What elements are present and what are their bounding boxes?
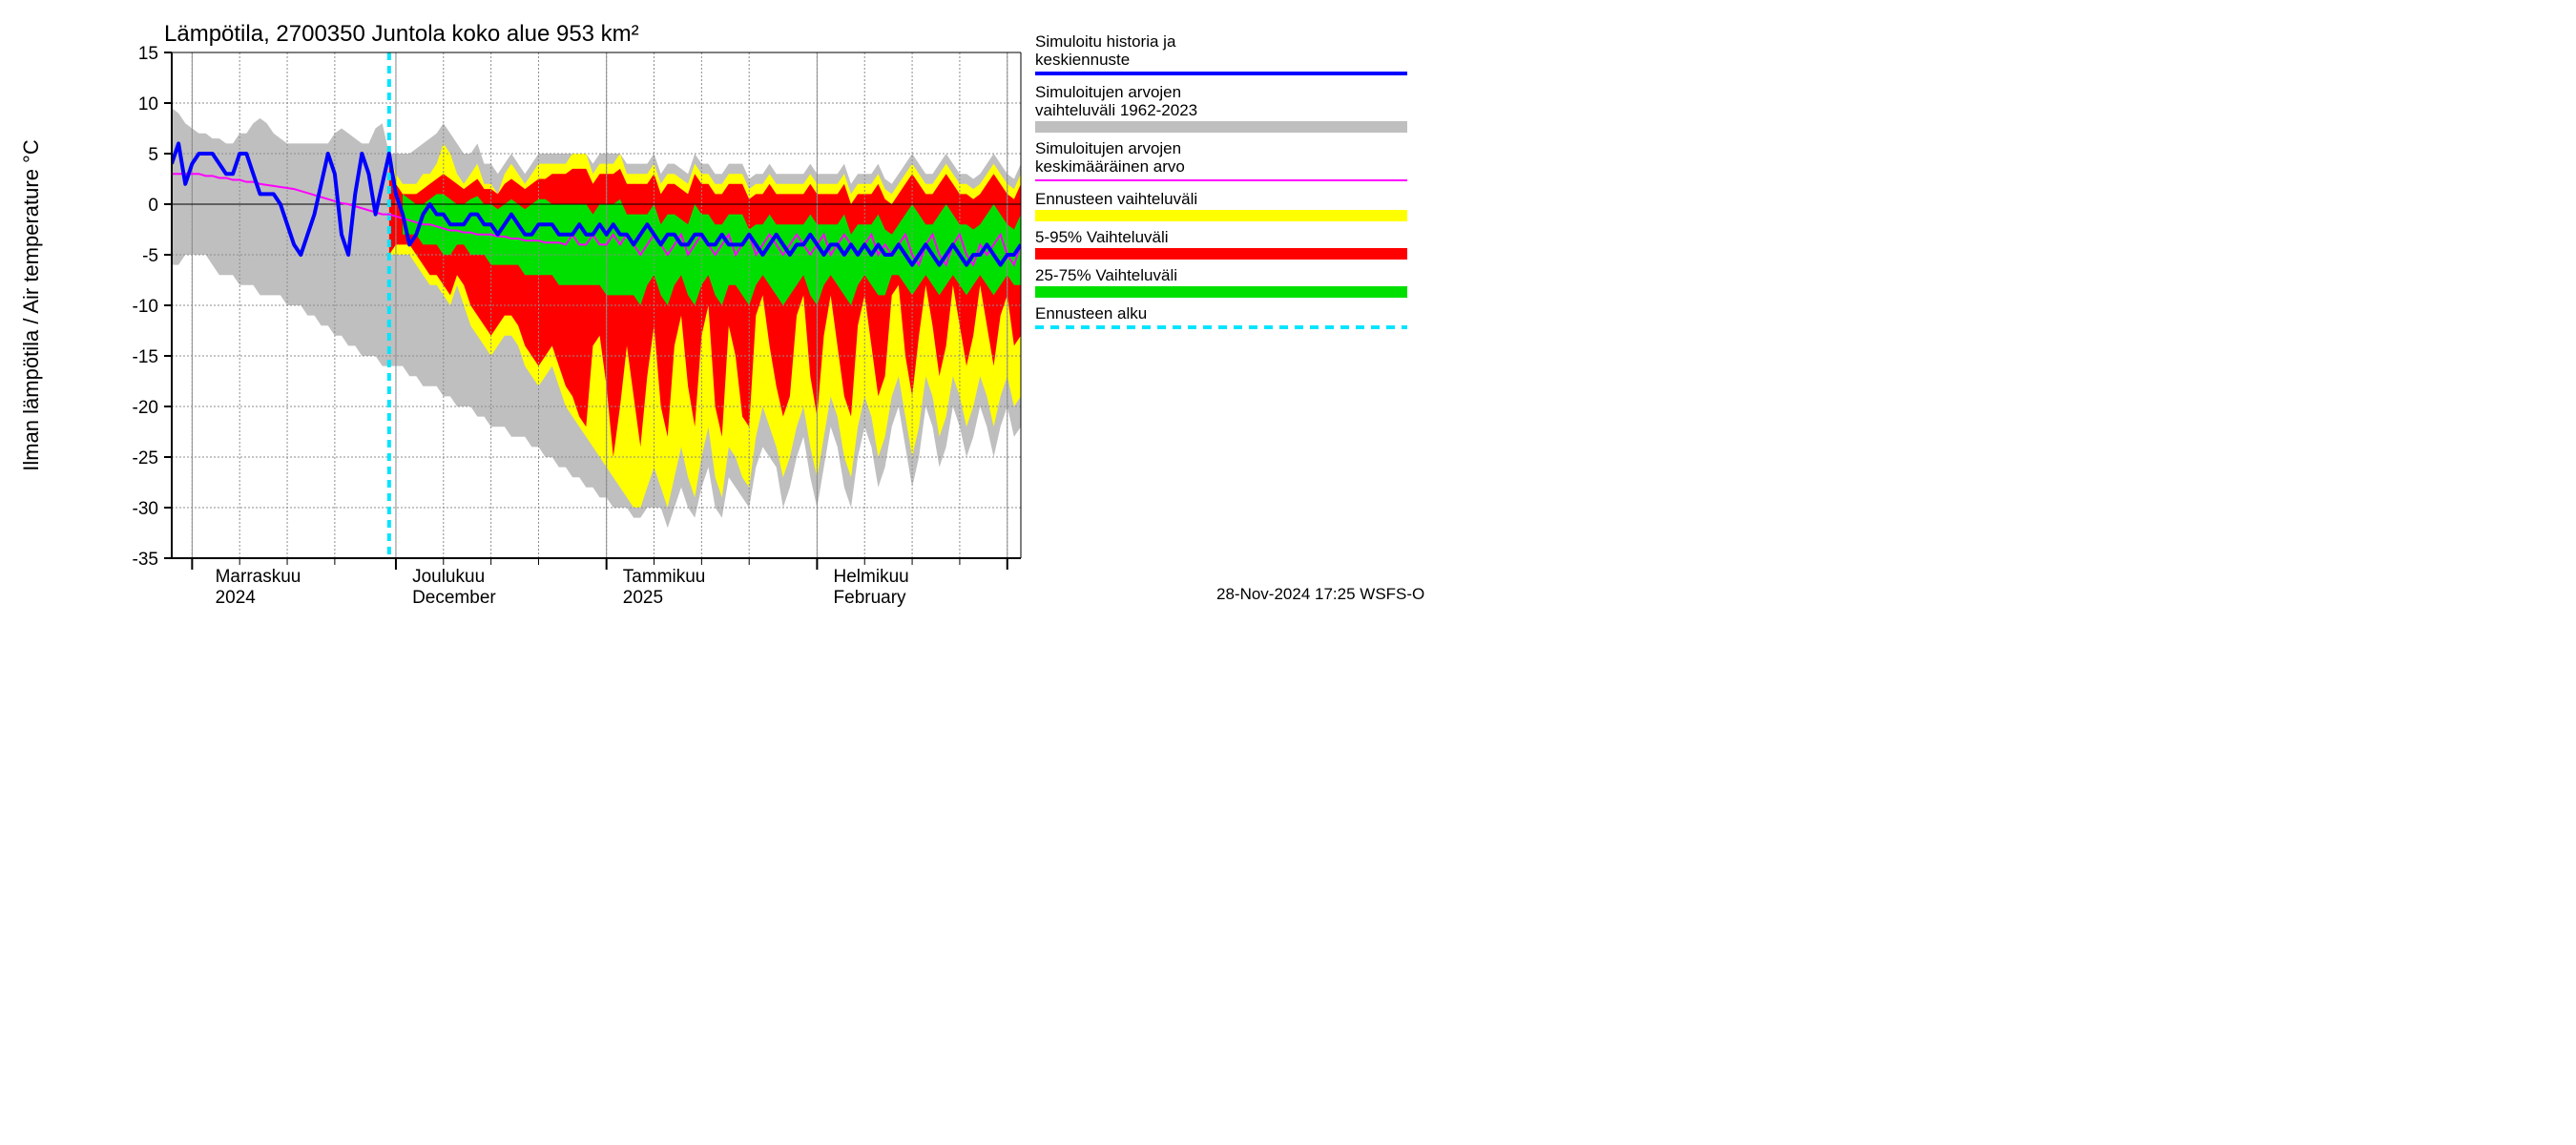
x-month-label: Helmikuu xyxy=(834,567,909,587)
y-tick-label: 10 xyxy=(138,94,158,114)
y-tick-label: -35 xyxy=(133,550,158,570)
x-month-label: Joulukuu xyxy=(412,567,485,587)
y-tick-label: -5 xyxy=(142,246,158,266)
chart-root: -35 -30 -25 -20 -15 -10 -5 0 5 10 15 Marraskuu2024 J… xyxy=(0,0,1431,611)
x-month-sublabel: 2024 xyxy=(216,588,257,608)
chart-svg: -35 -30 -25 -20 -15 -10 -5 0 5 10 15 Marraskuu2024 J… xyxy=(0,0,1431,611)
legend-swatch xyxy=(1035,210,1407,221)
x-month-label: Tammikuu xyxy=(623,567,706,587)
y-tick-label: -25 xyxy=(133,448,158,468)
footer-timestamp: 28-Nov-2024 17:25 WSFS-O xyxy=(1216,585,1424,603)
x-month-sublabel: February xyxy=(834,588,907,608)
y-tick-label: 0 xyxy=(148,196,158,216)
legend-swatch xyxy=(1035,248,1407,260)
chart-title: Lämpötila, 2700350 Juntola koko alue 953… xyxy=(164,21,639,47)
y-tick-label: -20 xyxy=(133,398,158,418)
legend-label: Simuloitujen arvojen xyxy=(1035,139,1181,157)
legend-swatch xyxy=(1035,286,1407,298)
y-axis-label: Ilman lämpötila / Air temperature °C xyxy=(19,139,43,471)
x-month-sublabel: 2025 xyxy=(623,588,663,608)
legend-label: keskiennuste xyxy=(1035,51,1130,69)
legend-label: Ennusteen vaihteluväli xyxy=(1035,190,1197,208)
legend-label: 25-75% Vaihteluväli xyxy=(1035,266,1177,284)
x-month-sublabel: December xyxy=(412,588,496,608)
y-tick-label: 15 xyxy=(138,44,158,64)
y-tick-label: -15 xyxy=(133,347,158,367)
y-tick-label: -30 xyxy=(133,499,158,519)
y-tick-label: 5 xyxy=(148,145,158,165)
legend-swatch xyxy=(1035,121,1407,133)
legend-label: keskimääräinen arvo xyxy=(1035,157,1185,176)
legend-label: Simuloitu historia ja xyxy=(1035,32,1176,51)
x-month-label: Marraskuu xyxy=(216,567,301,587)
legend-label: vaihteluväli 1962-2023 xyxy=(1035,101,1197,119)
legend-label: Simuloitujen arvojen xyxy=(1035,83,1181,101)
legend-label: 5-95% Vaihteluväli xyxy=(1035,228,1169,246)
y-tick-label: -10 xyxy=(133,297,158,317)
legend-label: Ennusteen alku xyxy=(1035,304,1147,323)
